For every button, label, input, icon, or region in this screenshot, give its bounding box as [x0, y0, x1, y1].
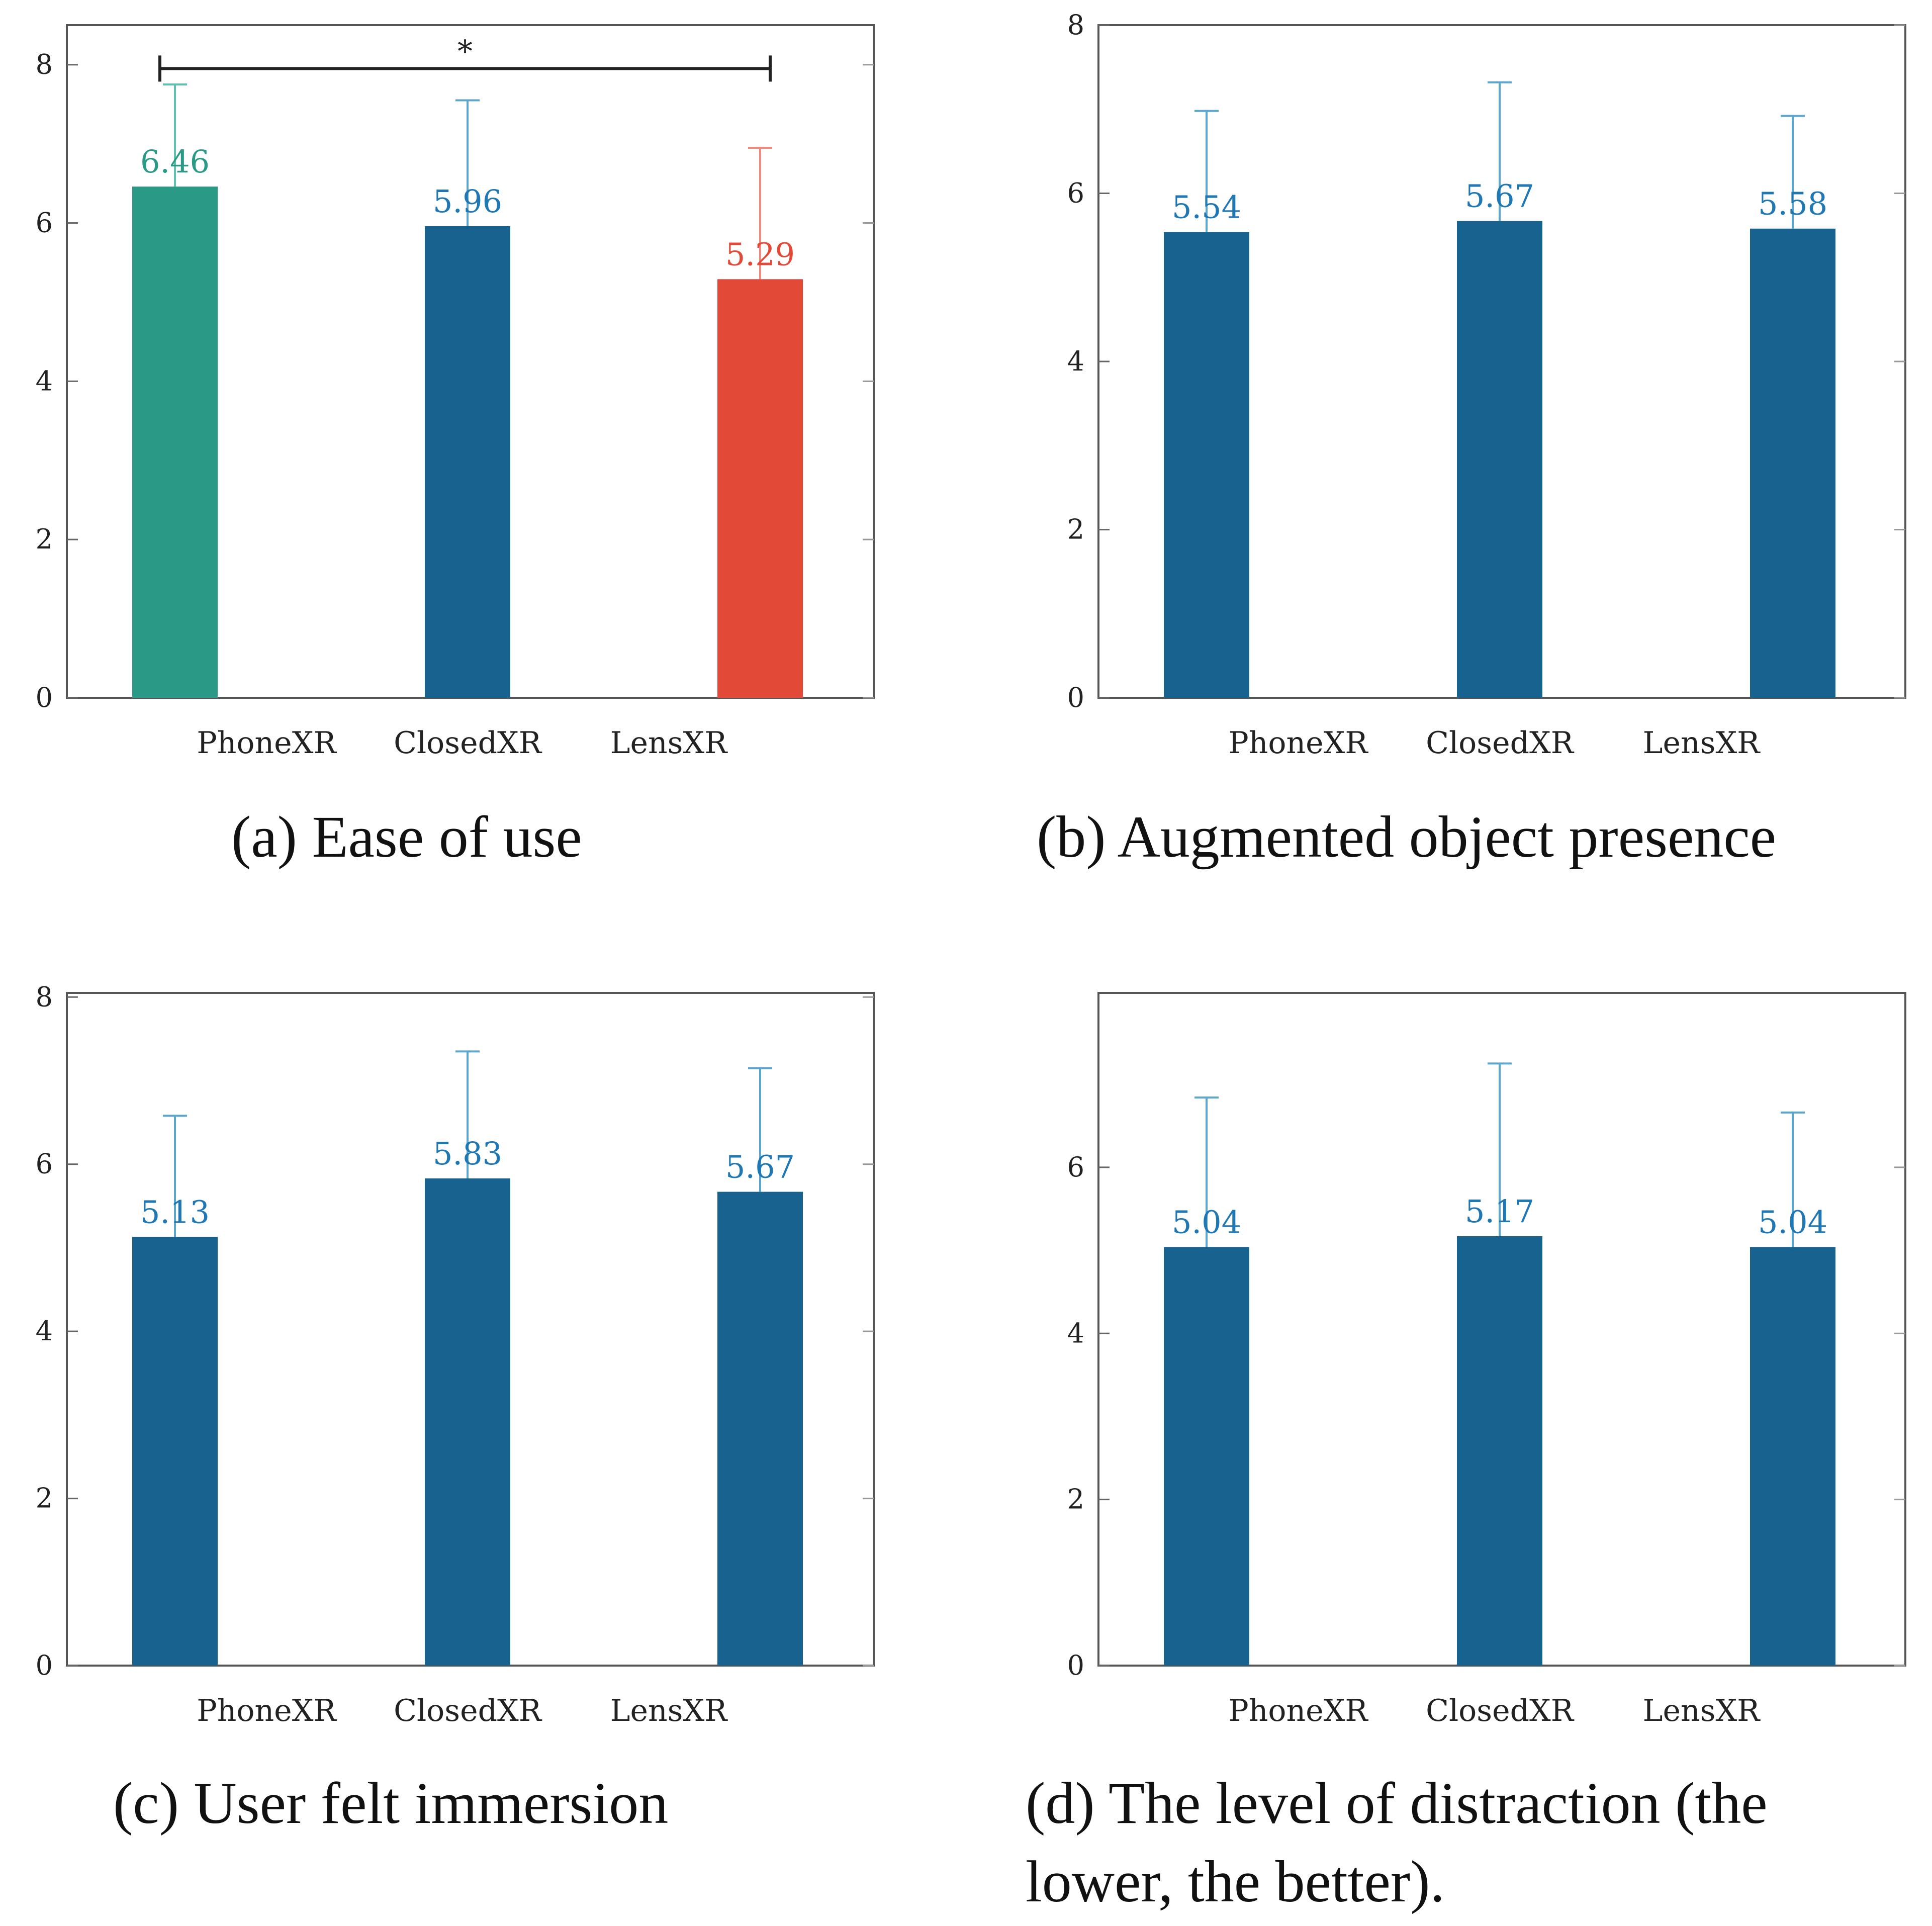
- x-tick-label: LensXR: [610, 725, 728, 761]
- data-label: 5.29: [725, 236, 795, 272]
- data-label: 5.67: [1465, 178, 1534, 215]
- y-tick-label: 6: [1067, 1151, 1084, 1183]
- y-tick-label: 2: [1067, 1484, 1084, 1515]
- data-label: 5.83: [433, 1135, 502, 1172]
- y-tick-label: 8: [1067, 9, 1084, 41]
- data-label: 5.13: [140, 1194, 210, 1230]
- y-tick-label: 4: [1067, 345, 1084, 377]
- x-tick-label: ClosedXR: [394, 1693, 542, 1728]
- y-tick-label: 4: [36, 1315, 53, 1347]
- data-label: 5.17: [1465, 1193, 1534, 1230]
- y-tick-label: 4: [1067, 1317, 1084, 1349]
- x-tick-label: LensXR: [1643, 725, 1761, 761]
- bar-lensxr: [1750, 228, 1835, 698]
- chart-a: 0 2 4 6 8 6.46 PhoneXR 5.96 ClosedXR 5.29 LensXR *: [36, 24, 875, 761]
- y-tick-label: 4: [36, 365, 53, 397]
- bar-closedxr: [425, 226, 510, 698]
- y-tick-label: 8: [36, 981, 53, 1013]
- bar-phonexr: [132, 1237, 218, 1666]
- data-label: 5.04: [1758, 1204, 1827, 1240]
- data-label: 5.54: [1172, 189, 1241, 225]
- data-label: 5.04: [1172, 1204, 1241, 1240]
- bar-phonexr: [132, 187, 218, 698]
- x-tick-label: LensXR: [610, 1693, 728, 1728]
- caption-b: (b) Augmented object presence: [1037, 804, 1777, 870]
- x-tick-label: PhoneXR: [197, 1693, 337, 1728]
- chart-d: 0 2 4 6 5.04 PhoneXR 5.17 ClosedXR 5.04 LensXR: [1067, 992, 1906, 1728]
- y-tick-label: 0: [36, 1649, 53, 1681]
- data-label: 5.96: [433, 183, 502, 220]
- bar-closedxr: [1457, 221, 1542, 698]
- chart-c: 0 2 4 6 8 5.13 PhoneXR 5.83 ClosedXR 5.67 LensXR: [36, 981, 875, 1728]
- x-tick-label: PhoneXR: [1228, 725, 1368, 761]
- bar-lensxr: [717, 1191, 803, 1666]
- data-label: 6.46: [140, 143, 210, 180]
- x-tick-label: PhoneXR: [197, 725, 337, 761]
- y-tick-label: 6: [1067, 177, 1084, 209]
- data-label: 5.67: [725, 1149, 795, 1185]
- chart-b: 0 2 4 6 8 5.54 PhoneXR 5.67 ClosedXR 5.58 LensXR: [1067, 9, 1906, 761]
- y-tick-label: 6: [36, 1148, 53, 1180]
- y-tick-label: 2: [36, 523, 53, 555]
- y-tick-label: 0: [36, 682, 53, 713]
- bar-closedxr: [1457, 1236, 1542, 1666]
- x-tick-label: ClosedXR: [1426, 725, 1575, 761]
- bar-closedxr: [425, 1178, 510, 1666]
- data-label: 5.58: [1758, 186, 1827, 222]
- y-tick-label: 0: [1067, 682, 1084, 713]
- caption-c: (c) User felt immersion: [113, 1770, 669, 1836]
- y-tick-label: 0: [1067, 1649, 1084, 1681]
- x-tick-label: LensXR: [1643, 1693, 1761, 1728]
- bar-phonexr: [1164, 232, 1249, 698]
- significance-marker: *: [457, 34, 473, 69]
- y-tick-label: 2: [1067, 514, 1084, 545]
- y-tick-label: 6: [36, 207, 53, 239]
- bar-lensxr: [1750, 1247, 1835, 1666]
- bar-lensxr: [717, 279, 803, 698]
- x-tick-label: ClosedXR: [1426, 1693, 1575, 1728]
- x-tick-label: ClosedXR: [394, 725, 542, 761]
- caption-d-line-2: lower, the better).: [1026, 1849, 1445, 1914]
- caption-d-line-1: (d) The level of distraction (the: [1026, 1770, 1768, 1836]
- x-tick-label: PhoneXR: [1228, 1693, 1368, 1728]
- bar-phonexr: [1164, 1247, 1249, 1666]
- caption-a: (a) Ease of use: [231, 804, 582, 870]
- y-tick-label: 2: [36, 1483, 53, 1514]
- y-tick-label: 8: [36, 49, 53, 80]
